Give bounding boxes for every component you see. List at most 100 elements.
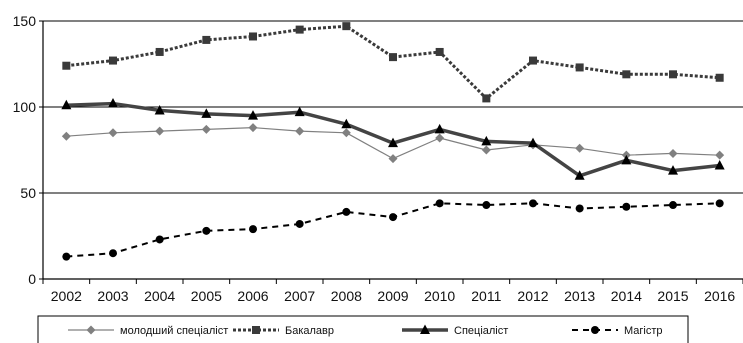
x-tick-label: 2011 [471,288,501,304]
x-tick-label: 2013 [564,288,595,304]
data-point [435,47,444,56]
data-point [389,213,397,222]
y-tick-labels: 0 50 100 150 [13,13,37,287]
data-point [249,225,257,234]
data-point [295,126,305,136]
data-point [574,170,585,180]
x-tick-label: 2002 [51,288,82,304]
data-point [295,25,304,34]
data-point [435,199,444,208]
data-point [435,133,445,143]
axes [39,20,743,284]
data-point [529,56,537,65]
data-point [202,35,211,44]
data-point [248,110,258,120]
x-tick-label: 2010 [424,288,455,304]
legend-item: Спеціаліст [402,324,508,337]
data-point [434,123,445,134]
x-tick-label: 2008 [331,288,362,304]
x-tick-label: 2012 [517,288,548,304]
legend-label: молодший спеціаліст [120,325,228,337]
data-point [575,63,584,72]
x-tick-labels: 2002 2003 2004 2005 2006 2007 2008 2009 2010 2011… [51,288,736,304]
y-tick-label: 0 [28,271,36,287]
data-point [109,56,117,65]
data-point [481,145,491,155]
series-2 [62,22,724,103]
x-tick-label: 2003 [97,288,128,304]
data-point [668,148,678,158]
y-tick-label: 150 [13,13,37,29]
x-tick-label: 2007 [284,288,315,304]
data-point [155,47,164,56]
data-point [62,252,71,261]
data-point [714,159,725,170]
legend-box [37,315,689,343]
data-point [155,235,164,244]
data-point [342,207,351,216]
legend-label: Магістр [624,325,663,337]
data-point [481,135,492,146]
data-point [154,104,165,115]
data-point [528,137,538,148]
data-point [155,126,165,136]
y-tick-label: 100 [13,99,37,115]
data-point [294,106,305,117]
data-point [108,98,118,108]
x-tick-label: 2005 [191,288,222,304]
series-1 [61,123,725,164]
data-point [295,219,304,228]
data-point [668,165,678,175]
data-point [249,32,257,41]
x-tick-label: 2004 [144,288,175,304]
data-point [341,128,351,138]
x-tick-label: 2014 [611,288,642,304]
data-point [388,137,398,148]
legend: молодший спеціаліст Бакалавр Спеціаліст Маг… [37,315,689,343]
data-point [388,154,398,164]
legend-swatch-marker [252,326,260,334]
data-point [482,94,491,103]
data-point [715,150,725,160]
data-point [62,61,71,70]
data-point [529,199,537,208]
series-line [66,202,720,258]
series-4 [62,199,724,261]
data-point [201,124,211,134]
data-point [389,53,397,62]
series-line [66,24,720,100]
data-point [575,143,585,153]
legend-label: Бакалавр [285,325,334,337]
data-point [248,123,258,133]
data-point [715,73,724,82]
x-tick-label: 2016 [704,288,735,304]
legend-swatch-marker [420,324,430,334]
y-tick-label: 50 [20,185,36,201]
series-3 [61,98,725,180]
legend-item: Бакалавр [233,325,334,337]
x-tick-label: 2015 [657,288,688,304]
data-point [61,99,72,110]
data-point [109,249,117,258]
data-point [715,199,724,208]
data-point [341,118,352,129]
legend-item: молодший спеціаліст [68,325,228,337]
series-layer [61,22,725,261]
data-point [669,201,677,210]
legend-label: Спеціаліст [454,325,508,337]
data-point [61,131,71,141]
data-point [622,202,631,211]
data-point [622,70,631,79]
legend-item: Магістр [572,325,663,337]
data-point [669,70,677,79]
data-point [575,204,584,213]
data-point [202,226,211,235]
data-point [621,154,632,165]
data-point [108,128,118,138]
data-point [482,201,491,210]
x-tick-label: 2009 [377,288,408,304]
data-point [342,22,351,31]
legend-swatch-marker [591,326,599,334]
x-tick-label: 2006 [237,288,268,304]
